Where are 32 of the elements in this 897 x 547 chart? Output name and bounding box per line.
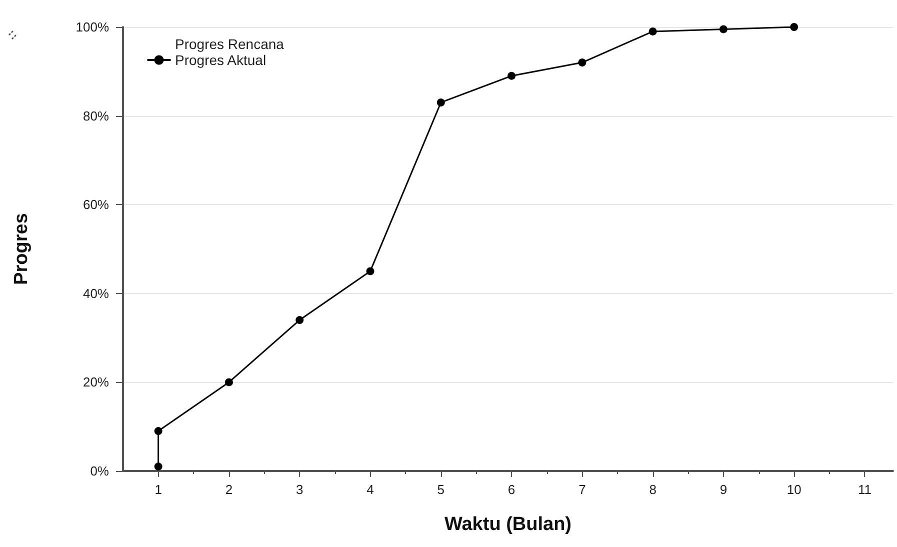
point bbox=[366, 267, 374, 276]
text: Progres Rencana bbox=[175, 36, 284, 52]
x-tick-label: 9 bbox=[720, 482, 728, 497]
y-tick-label: 20% bbox=[82, 374, 110, 390]
point bbox=[508, 72, 516, 80]
point bbox=[296, 316, 304, 324]
x-tick-label: 6 bbox=[508, 482, 516, 497]
point bbox=[436, 98, 445, 106]
x-tick-label: 2 bbox=[225, 482, 233, 497]
y-tick-label: 0% bbox=[90, 464, 110, 478]
x-tick-label: 8 bbox=[649, 482, 656, 497]
y-axis-title: Progres bbox=[11, 213, 32, 285]
x-tick-label: 3 bbox=[296, 482, 304, 497]
point bbox=[154, 427, 162, 436]
x-tick-label: 5 bbox=[437, 482, 445, 497]
legend-label: Progres Aktual bbox=[175, 52, 266, 68]
point bbox=[224, 378, 233, 386]
point bbox=[154, 462, 162, 471]
x-tick-label: 4 bbox=[366, 482, 374, 497]
point bbox=[578, 58, 586, 67]
x-tick-label: 11 bbox=[858, 482, 872, 497]
y-tick-label: 100% bbox=[76, 20, 110, 34]
x-tick-label: 7 bbox=[578, 482, 586, 497]
point bbox=[790, 23, 798, 31]
point bbox=[719, 25, 728, 34]
x-tick-label: 10 bbox=[786, 482, 802, 497]
x-axis-title: Waktu (Bulan) bbox=[444, 514, 572, 535]
x-tick-label: 1 bbox=[154, 482, 162, 497]
point bbox=[648, 27, 657, 36]
y-tick-label: 60% bbox=[82, 197, 110, 212]
y-tick-label: 80% bbox=[82, 108, 110, 124]
y-tick-label: 40% bbox=[82, 286, 110, 301]
